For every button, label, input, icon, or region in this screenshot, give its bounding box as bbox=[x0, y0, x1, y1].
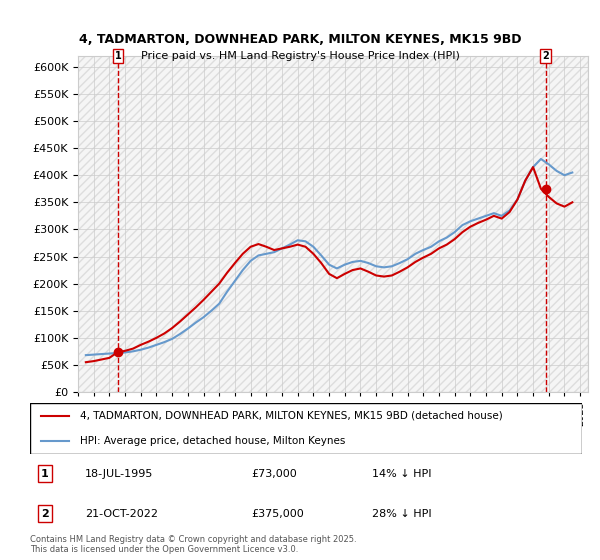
Text: 1: 1 bbox=[41, 469, 49, 479]
Text: 4, TADMARTON, DOWNHEAD PARK, MILTON KEYNES, MK15 9BD: 4, TADMARTON, DOWNHEAD PARK, MILTON KEYN… bbox=[79, 32, 521, 46]
Text: 1: 1 bbox=[115, 51, 121, 61]
Text: Price paid vs. HM Land Registry's House Price Index (HPI): Price paid vs. HM Land Registry's House … bbox=[140, 51, 460, 61]
Text: 28% ↓ HPI: 28% ↓ HPI bbox=[372, 509, 432, 519]
Text: £375,000: £375,000 bbox=[251, 509, 304, 519]
Text: HPI: Average price, detached house, Milton Keynes: HPI: Average price, detached house, Milt… bbox=[80, 436, 345, 446]
Text: £73,000: £73,000 bbox=[251, 469, 296, 479]
Text: 2: 2 bbox=[542, 51, 549, 61]
FancyBboxPatch shape bbox=[30, 403, 582, 454]
Text: Contains HM Land Registry data © Crown copyright and database right 2025.
This d: Contains HM Land Registry data © Crown c… bbox=[30, 535, 356, 554]
Text: 14% ↓ HPI: 14% ↓ HPI bbox=[372, 469, 432, 479]
Text: 2: 2 bbox=[41, 509, 49, 519]
Text: 4, TADMARTON, DOWNHEAD PARK, MILTON KEYNES, MK15 9BD (detached house): 4, TADMARTON, DOWNHEAD PARK, MILTON KEYN… bbox=[80, 411, 502, 421]
Text: 21-OCT-2022: 21-OCT-2022 bbox=[85, 509, 158, 519]
Text: 18-JUL-1995: 18-JUL-1995 bbox=[85, 469, 154, 479]
